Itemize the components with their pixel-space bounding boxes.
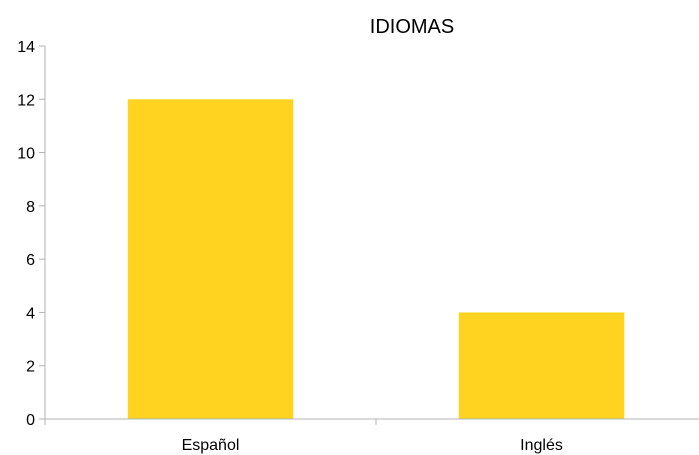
y-tick-label: 8 xyxy=(26,199,35,216)
x-tick-label: Español xyxy=(182,437,240,454)
bar-1 xyxy=(458,312,625,419)
bar-0 xyxy=(127,99,294,420)
y-tick-label: 14 xyxy=(17,39,35,56)
y-axis-ticks xyxy=(39,45,45,420)
y-tick-label: 10 xyxy=(17,146,35,163)
y-tick-label: 2 xyxy=(26,359,35,376)
y-tick-label: 12 xyxy=(17,92,35,109)
x-axis-ticks xyxy=(44,419,377,425)
bars-group xyxy=(127,99,625,420)
x-axis-labels: Español Inglés xyxy=(182,437,563,454)
x-tick-label: Inglés xyxy=(520,437,563,454)
chart-title: IDIOMAS xyxy=(370,16,454,38)
y-tick-label: 6 xyxy=(26,252,35,269)
y-tick-label: 4 xyxy=(26,305,35,322)
y-tick-label: 0 xyxy=(26,412,35,429)
y-axis-labels: 0 2 4 6 8 10 12 14 xyxy=(17,39,35,429)
